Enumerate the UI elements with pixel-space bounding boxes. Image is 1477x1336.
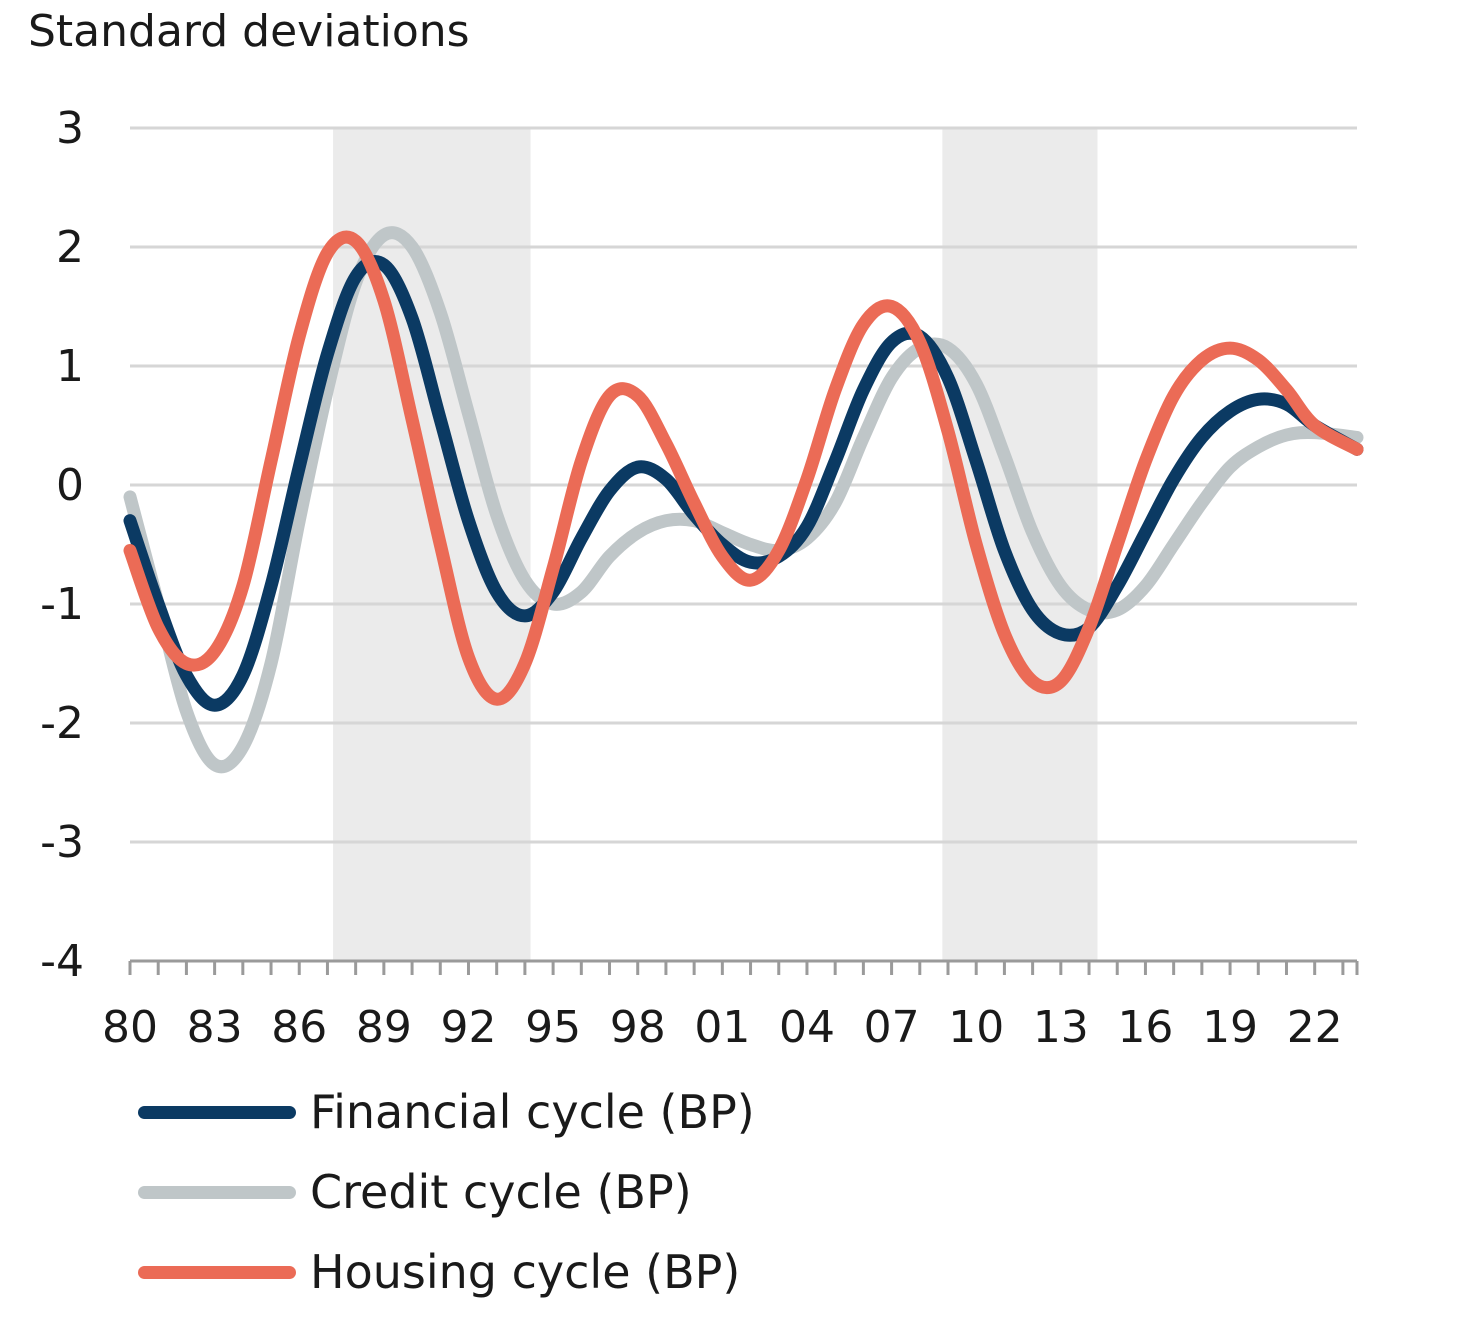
y-tick-label: -4	[40, 936, 84, 987]
y-tick-label: -3	[40, 817, 84, 868]
x-tick-label: 07	[864, 1002, 920, 1053]
legend-label-housing: Housing cycle (BP)	[310, 1245, 741, 1299]
y-tick-label: 3	[56, 103, 84, 154]
legend-swatch-financial	[138, 1105, 296, 1119]
x-tick-label: 89	[356, 1002, 412, 1053]
x-tick-label: 92	[440, 1002, 496, 1053]
x-tick-label: 98	[610, 1002, 666, 1053]
legend-label-credit: Credit cycle (BP)	[310, 1165, 692, 1219]
x-tick-label: 86	[271, 1002, 327, 1053]
legend-swatch-housing	[138, 1265, 296, 1279]
x-tick-label: 22	[1287, 1002, 1343, 1053]
x-tick-label: 80	[102, 1002, 158, 1053]
legend: Financial cycle (BP) Credit cycle (BP) H…	[138, 1072, 755, 1312]
legend-item-financial: Financial cycle (BP)	[138, 1072, 755, 1152]
legend-swatch-credit	[138, 1185, 296, 1199]
x-tick-label: 95	[525, 1002, 581, 1053]
legend-label-financial: Financial cycle (BP)	[310, 1085, 755, 1139]
legend-item-housing: Housing cycle (BP)	[138, 1232, 755, 1312]
y-tick-label: -2	[40, 698, 84, 749]
series-line-1	[123, 226, 1364, 774]
y-axis-title: Standard deviations	[28, 6, 470, 57]
y-tick-label: 1	[56, 341, 84, 392]
x-tick-label: 01	[694, 1002, 750, 1053]
legend-item-credit: Credit cycle (BP)	[138, 1152, 755, 1232]
y-tick-label: -1	[40, 579, 84, 630]
series-line-2	[123, 230, 1364, 706]
series-line-0	[123, 255, 1364, 712]
x-tick-label: 19	[1202, 1002, 1258, 1053]
x-tick-label: 83	[187, 1002, 243, 1053]
x-tick-label: 13	[1033, 1002, 1089, 1053]
shaded-period-1	[942, 128, 1098, 961]
y-tick-label: 2	[56, 222, 84, 273]
x-tick-label: 16	[1117, 1002, 1173, 1053]
y-tick-label: 0	[56, 460, 84, 511]
x-tick-label: 04	[779, 1002, 835, 1053]
x-tick-label: 10	[948, 1002, 1004, 1053]
